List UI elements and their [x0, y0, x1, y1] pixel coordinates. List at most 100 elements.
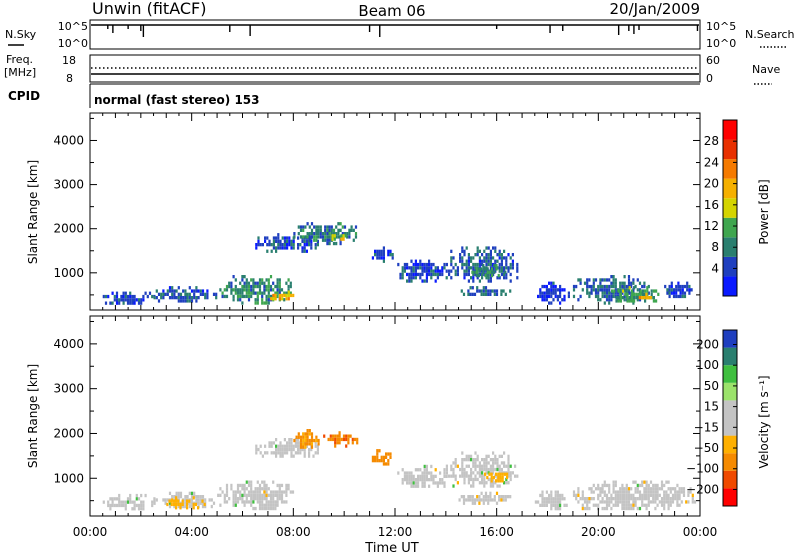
- data-cell: [643, 480, 646, 484]
- data-cell: [491, 498, 494, 502]
- data-cell: [274, 297, 277, 301]
- data-cell: [561, 497, 564, 501]
- data-cell: [483, 461, 486, 465]
- data-cell: [603, 291, 606, 295]
- data-cell: [281, 297, 284, 301]
- data-cell: [283, 239, 286, 243]
- data-cell: [175, 496, 178, 500]
- data-cell: [278, 278, 281, 282]
- data-cell: [276, 497, 279, 501]
- time-tick-label: 20:00: [581, 525, 616, 539]
- data-cell: [410, 259, 413, 263]
- data-cell: [548, 294, 551, 299]
- data-cell: [588, 284, 591, 289]
- data-cell: [417, 266, 420, 270]
- data-cell: [247, 294, 251, 299]
- data-cell: [186, 296, 189, 300]
- data-cell: [168, 296, 172, 300]
- data-cell: [619, 292, 622, 296]
- data-cell: [283, 298, 286, 302]
- data-cell: [308, 451, 311, 455]
- data-cell: [478, 498, 481, 502]
- data-cell: [113, 503, 116, 508]
- data-cell: [382, 459, 385, 463]
- data-cell: [473, 501, 477, 505]
- data-cell: [326, 225, 329, 229]
- cpid-text: normal (fast stereo) 153: [94, 93, 260, 107]
- data-cell: [489, 467, 492, 472]
- data-cell: [605, 288, 609, 292]
- data-cell: [412, 262, 415, 267]
- data-cell: [615, 299, 618, 303]
- data-cell: [505, 259, 508, 263]
- data-cell: [317, 235, 320, 239]
- data-cell: [605, 278, 609, 282]
- data-cell: [328, 235, 331, 239]
- data-cell: [616, 500, 620, 504]
- data-cell: [676, 493, 679, 497]
- data-cell: [632, 278, 635, 282]
- data-cell: [543, 497, 546, 501]
- data-cell: [332, 232, 336, 236]
- data-cell: [310, 232, 314, 236]
- data-cell: [401, 276, 404, 280]
- data-cell: [625, 487, 628, 491]
- data-cell: [276, 294, 279, 299]
- data-cell: [436, 266, 439, 270]
- data-cell: [118, 298, 121, 302]
- data-cell: [342, 234, 345, 238]
- data-cell: [280, 490, 284, 494]
- data-cell: [109, 301, 112, 305]
- data-cell: [500, 259, 503, 263]
- data-cell: [232, 503, 235, 507]
- nsky-tick-bottom: 10^0: [58, 37, 88, 50]
- data-cell: [430, 262, 433, 267]
- data-cell: [265, 493, 268, 497]
- data-cell: [605, 503, 609, 507]
- data-cell: [250, 480, 253, 484]
- data-cell: [454, 477, 457, 482]
- data-cell: [261, 497, 264, 501]
- data-cell: [412, 266, 415, 270]
- data-cell: [649, 493, 653, 497]
- data-cell: [649, 490, 653, 494]
- data-cell: [443, 474, 446, 478]
- data-cell: [274, 493, 277, 497]
- data-cell: [261, 500, 264, 504]
- data-cell: [306, 438, 309, 443]
- data-cell: [250, 284, 253, 289]
- data-cell: [487, 467, 490, 472]
- data-cell: [255, 447, 258, 452]
- data-cell: [199, 498, 202, 502]
- data-cell: [450, 249, 453, 253]
- data-cell: [254, 281, 257, 285]
- data-cell: [474, 477, 477, 482]
- data-cell: [334, 437, 337, 442]
- data-cell: [278, 297, 282, 301]
- data-cell: [290, 438, 293, 442]
- data-cell: [378, 249, 381, 253]
- data-cell: [482, 270, 485, 274]
- data-cell: [243, 284, 246, 289]
- data-cell: [478, 464, 481, 468]
- data-cell: [489, 259, 492, 263]
- data-cell: [471, 286, 474, 290]
- data-cell: [633, 292, 636, 296]
- data-cell: [245, 278, 248, 282]
- colorbar-tick-label: 20: [704, 177, 719, 191]
- data-cell: [286, 246, 289, 250]
- data-cell: [239, 483, 242, 488]
- data-cell: [638, 296, 641, 300]
- ytick-label: 2000: [53, 222, 84, 236]
- data-cell: [612, 291, 615, 295]
- data-cell: [126, 500, 130, 504]
- data-cell: [432, 272, 435, 277]
- data-cell: [590, 487, 593, 491]
- data-cell: [425, 262, 428, 267]
- data-cell: [489, 253, 492, 257]
- data-cell: [245, 281, 248, 285]
- data-cell: [621, 493, 624, 497]
- data-cell: [107, 503, 110, 508]
- data-cell: [269, 493, 273, 497]
- data-cell: [195, 299, 198, 303]
